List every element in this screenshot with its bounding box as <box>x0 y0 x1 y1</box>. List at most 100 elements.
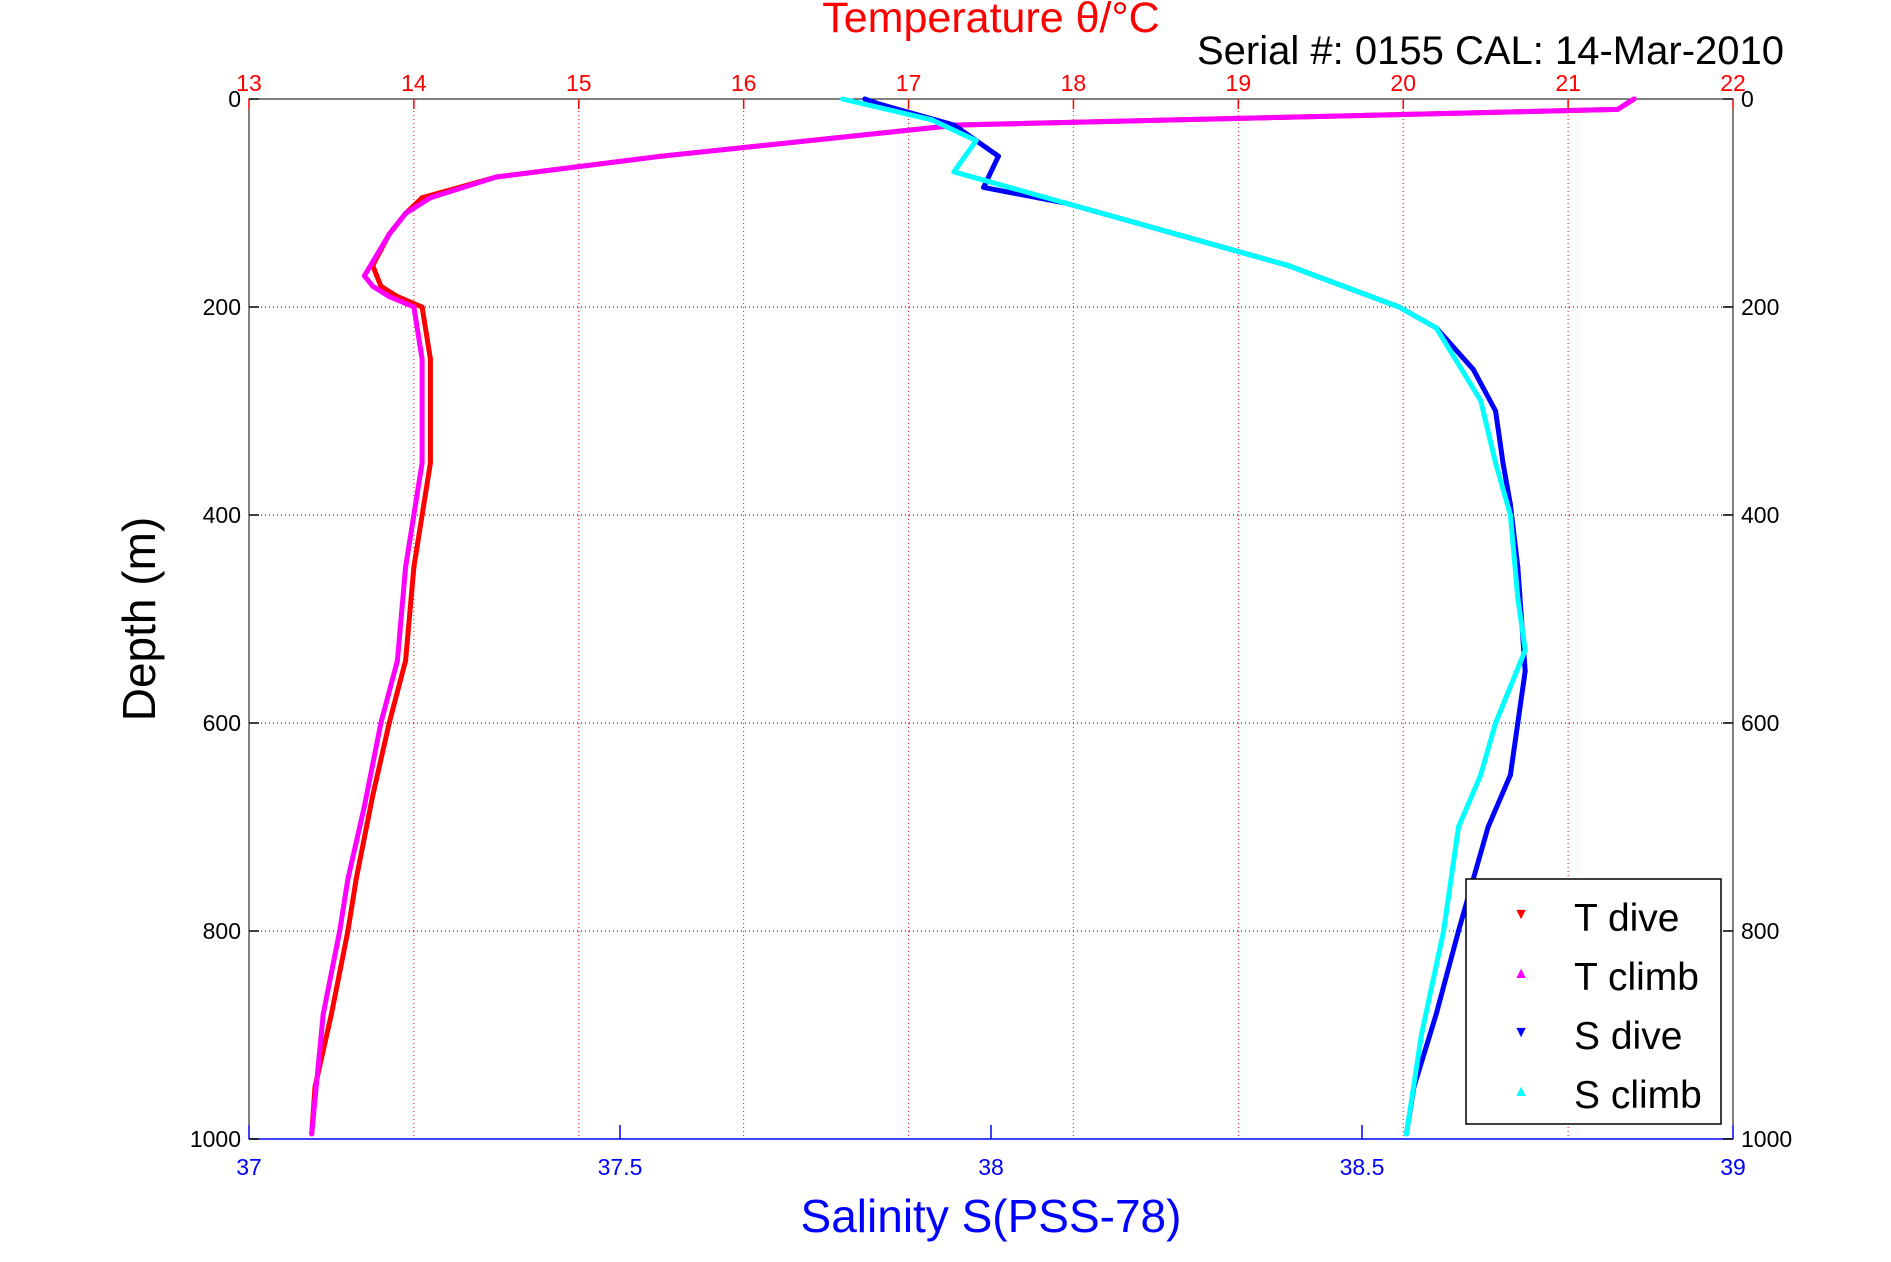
data-point-t-climb <box>403 564 409 570</box>
depth-tick-label-left: 600 <box>203 710 241 736</box>
data-point-s-climb <box>1478 398 1484 404</box>
data-point-s-dive <box>995 153 1001 159</box>
data-point-t-climb <box>419 356 425 362</box>
salinity-tick-label: 39 <box>1720 1154 1746 1180</box>
legend-marker-t-dive: ▼ <box>1513 906 1529 923</box>
data-point-s-climb <box>1493 460 1499 466</box>
temperature-tick-label: 22 <box>1720 70 1746 96</box>
data-point-s-dive <box>1507 772 1513 778</box>
data-point-s-climb <box>1522 647 1528 653</box>
data-point-t-climb <box>361 273 367 279</box>
legend-box <box>1465 878 1722 1125</box>
temperature-tick-label: 13 <box>236 70 262 96</box>
temperature-tick-label: 20 <box>1390 70 1416 96</box>
data-point-s-dive <box>1433 1011 1439 1017</box>
depth-tick-label-right: 800 <box>1741 918 1779 944</box>
data-point-t-climb <box>403 210 409 216</box>
data-point-t-dive <box>403 658 409 664</box>
data-point-t-climb <box>386 294 392 300</box>
data-point-t-climb <box>345 876 351 882</box>
legend-marker-s-climb: ▲ <box>1513 1083 1529 1100</box>
depth-tick-label-left: 800 <box>203 918 241 944</box>
data-point-s-dive <box>1500 460 1506 466</box>
data-point-s-climb <box>1174 231 1179 237</box>
data-point-s-dive <box>1456 928 1461 934</box>
legend-label-s-climb: S climb <box>1574 1074 1702 1117</box>
data-point-s-climb <box>1418 1032 1424 1038</box>
series-line-t-climb <box>309 96 1637 1137</box>
data-point-s-dive <box>1470 366 1476 372</box>
temperature-tick-label: 21 <box>1555 70 1581 96</box>
temperature-tick-label: 17 <box>896 70 922 96</box>
data-point-s-climb <box>1433 325 1439 331</box>
data-point-t-dive <box>353 876 359 882</box>
data-point-s-climb <box>929 117 935 123</box>
depth-tick-label-left: 0 <box>228 86 241 112</box>
data-point-s-climb <box>1441 928 1447 934</box>
temperature-tick-label: 16 <box>731 70 757 96</box>
data-point-s-climb <box>951 169 957 175</box>
data-point-t-dive <box>411 564 417 570</box>
legend-marker-s-dive: ▼ <box>1513 1024 1529 1041</box>
depth-tick-label-right: 400 <box>1741 502 1779 528</box>
axes: 13 14 15 16 17 18 19 20 21 22 37 37.5 38 38.5 39 0 0 200 2… <box>190 70 1792 1180</box>
depth-tick-label-left: 400 <box>203 502 241 528</box>
data-point-t-climb <box>361 803 367 809</box>
data-point-t-climb <box>419 460 425 466</box>
data-point-t-climb <box>309 1131 315 1137</box>
x-axis-label-salinity: Salinity S(PSS-78) <box>801 1190 1182 1242</box>
data-point-t-dive <box>419 304 425 310</box>
data-point-t-climb <box>411 304 417 310</box>
data-point-s-climb <box>1285 262 1291 268</box>
depth-tick-label-right: 600 <box>1741 710 1779 736</box>
data-point-t-climb <box>337 928 343 934</box>
depth-tick-label-right: 0 <box>1741 86 1754 112</box>
data-point-s-dive <box>951 122 957 128</box>
data-point-t-climb <box>378 720 384 726</box>
data-point-s-climb <box>1404 1131 1409 1137</box>
chart-title: Temperature θ/°C <box>822 0 1159 42</box>
data-point-s-climb <box>1515 595 1521 601</box>
data-point-t-climb <box>370 283 376 289</box>
data-point-s-dive <box>1522 668 1528 674</box>
salinity-tick-label: 37 <box>236 1154 262 1180</box>
data-point-s-climb <box>1062 200 1068 206</box>
data-point-t-dive <box>427 356 433 362</box>
data-point-t-dive <box>345 928 351 934</box>
data-point-t-climb <box>1615 106 1621 112</box>
data-point-t-climb <box>493 174 499 180</box>
data-point-t-dive <box>370 793 376 799</box>
data-point-t-dive <box>419 195 425 201</box>
salinity-tick-label: 38 <box>978 1154 1004 1180</box>
data-point-s-climb <box>973 138 979 144</box>
salinity-tick-label: 38.5 <box>1340 1154 1385 1180</box>
data-point-t-climb <box>1631 96 1637 102</box>
salinity-tick-label: 37.5 <box>598 1154 643 1180</box>
series-line-s-climb <box>840 96 1528 1137</box>
data-point-t-climb <box>320 1011 326 1017</box>
legend-label-t-dive: T dive <box>1574 897 1680 940</box>
data-point-t-dive <box>386 720 392 726</box>
legend: ▼ T dive ▲ T climb ▼ S dive ▲ S climb <box>1465 878 1722 1125</box>
depth-tick-label-left: 1000 <box>190 1126 241 1152</box>
data-point-s-climb <box>1507 512 1513 518</box>
temperature-tick-label: 19 <box>1226 70 1252 96</box>
legend-label-t-climb: T climb <box>1574 956 1699 999</box>
data-point-s-dive <box>1493 408 1499 414</box>
data-point-t-climb <box>658 153 664 159</box>
data-point-s-climb <box>1478 772 1484 778</box>
serial-cal-subtitle: Serial #: 0155 CAL: 14-Mar-2010 <box>1197 29 1784 73</box>
legend-label-s-dive: S dive <box>1574 1015 1682 1058</box>
temperature-tick-label: 15 <box>566 70 592 96</box>
data-point-t-climb <box>427 195 433 201</box>
data-point-s-dive <box>981 184 987 190</box>
depth-tick-label-right: 200 <box>1741 294 1779 320</box>
data-series <box>309 96 1637 1137</box>
depth-tick-label-left: 200 <box>203 294 241 320</box>
temperature-tick-label: 14 <box>401 70 427 96</box>
data-point-t-dive <box>427 460 433 466</box>
depth-tick-label-right: 1000 <box>1741 1126 1792 1152</box>
data-point-t-climb <box>386 231 392 237</box>
data-point-s-climb <box>840 96 846 102</box>
